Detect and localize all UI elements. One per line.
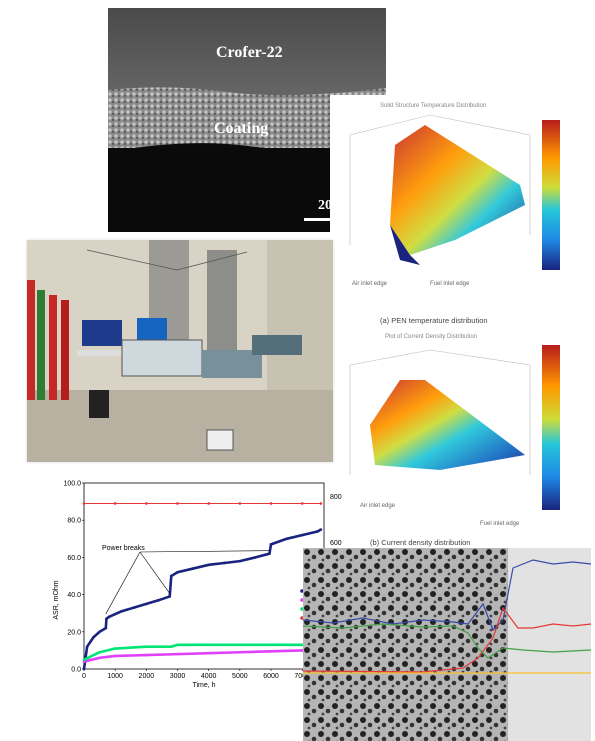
data-point-temp — [82, 502, 86, 505]
x-tick-label: 1000 — [107, 673, 123, 680]
x-tick-label: 5000 — [232, 673, 248, 680]
data-point-temp — [113, 502, 117, 505]
top-axis-b: Fuel inlet edge — [430, 281, 470, 287]
power-break-arrow — [105, 551, 141, 615]
data-point-bare441 — [254, 556, 257, 559]
power-breaks-annotation: Power breaks — [102, 545, 145, 552]
bottom-plot-title: Plot of Current Density Distribution — [385, 334, 477, 340]
y-tick-label: 60.0 — [67, 555, 81, 562]
plot-frame — [83, 482, 325, 670]
data-point-bare441 — [85, 645, 89, 648]
x-tick-label: 4000 — [201, 673, 217, 680]
micro-line-green — [303, 623, 591, 659]
y-tick-label: 0.0 — [71, 667, 81, 674]
legend-swatch — [300, 589, 304, 593]
data-point-bare441 — [285, 537, 288, 541]
legend-swatch — [300, 607, 304, 611]
cross-section-micrograph — [303, 548, 591, 741]
data-point-bare441 — [169, 574, 173, 578]
data-point-bare441 — [107, 615, 111, 619]
simulation-plots: Solid Structure Temperature Distribution… — [330, 95, 595, 550]
legend-swatch — [300, 598, 304, 602]
data-point-cemc441 — [207, 643, 210, 647]
data-point-temp — [145, 502, 148, 505]
top-colorbar — [542, 120, 560, 270]
data-point-temp — [176, 502, 179, 505]
data-point-cemc441 — [169, 645, 173, 648]
micro-line-red — [303, 606, 591, 673]
data-point-bare441 — [168, 595, 172, 598]
data-point-mc441 — [207, 651, 210, 655]
power-break-arrow — [139, 551, 170, 594]
x-tick-label: 0 — [82, 673, 86, 680]
coating-label: Coating — [214, 120, 269, 137]
crofer-label: Crofer-22 — [216, 44, 283, 61]
data-point-bare441 — [268, 552, 271, 555]
bottom-colorbar — [542, 345, 560, 510]
top-plot-caption: (a) PEN temperature distribution — [380, 316, 488, 325]
y-tick-label: 100.0 — [63, 481, 81, 488]
y2-tick: 800 — [330, 494, 342, 501]
data-point-cemc441 — [176, 643, 179, 647]
data-point-mc441 — [269, 650, 273, 653]
data-point-cemc441 — [145, 645, 148, 648]
x-tick-label: 2000 — [139, 673, 155, 680]
y2-tick: 600 — [330, 540, 342, 547]
data-point-bare441 — [176, 570, 179, 574]
data-point-mc441 — [145, 653, 148, 657]
data-point-cemc441 — [238, 643, 242, 647]
data-point-temp — [207, 502, 210, 505]
data-point-bare441 — [132, 606, 136, 609]
y-tick-label: 40.0 — [67, 592, 81, 599]
data-point-mc441 — [98, 656, 101, 660]
data-point-bare441 — [157, 598, 161, 602]
data-point-bare441 — [191, 567, 195, 570]
data-point-mc441 — [300, 649, 304, 652]
top-plot-title: Solid Structure Temperature Distribution — [380, 103, 486, 109]
data-point-temp — [319, 502, 323, 505]
data-point-bare441 — [238, 559, 242, 563]
bottom-axis-b: Fuel inlet edge — [480, 521, 520, 527]
bottom-axis-a: Air inlet edge — [360, 503, 396, 509]
data-point-bare441 — [316, 530, 320, 533]
data-point-bare441 — [207, 563, 210, 567]
data-point-temp — [269, 502, 273, 505]
data-point-cemc441 — [113, 647, 117, 650]
data-point-bare441 — [145, 602, 148, 606]
micro-line-blue — [303, 559, 591, 632]
y-axis-label: ASR, mOhm — [53, 580, 60, 619]
data-point-mc441 — [113, 654, 117, 658]
data-point-cemc441 — [269, 643, 273, 647]
data-point-bare441 — [82, 667, 86, 671]
data-point-cemc441 — [98, 650, 101, 654]
x-tick-label: 7000 — [294, 673, 310, 680]
data-point-cemc441 — [300, 643, 304, 647]
data-point-mc441 — [176, 652, 179, 656]
data-point-bare441 — [269, 543, 273, 546]
data-point-mc441 — [82, 660, 86, 663]
x-axis-label: Time, h — [192, 682, 215, 689]
data-point-mc441 — [238, 650, 242, 654]
data-point-bare441 — [98, 630, 101, 634]
data-point-bare441 — [92, 636, 95, 639]
y-tick-label: 20.0 — [67, 629, 81, 636]
data-point-cemc441 — [82, 658, 86, 661]
data-point-temp — [300, 502, 304, 505]
data-point-bare441 — [104, 626, 108, 630]
data-point-bare441 — [120, 610, 123, 613]
y-tick-label: 80.0 — [67, 518, 81, 525]
x-tick-label: 3000 — [170, 673, 186, 680]
legend-swatch — [300, 616, 304, 620]
data-point-bare441 — [222, 561, 226, 565]
data-point-bare441 — [319, 528, 323, 531]
data-point-temp — [238, 502, 242, 505]
top-axis-a: Air inlet edge — [352, 281, 388, 287]
data-point-bare441 — [105, 617, 108, 621]
laboratory-photo — [27, 240, 333, 462]
bottom-plot-caption: (b) Current density distribution — [370, 538, 470, 547]
x-tick-label: 6000 — [263, 673, 279, 680]
series-line-mc441 — [83, 649, 321, 663]
power-break-arrow — [139, 550, 270, 553]
data-point-bare441 — [300, 533, 304, 537]
